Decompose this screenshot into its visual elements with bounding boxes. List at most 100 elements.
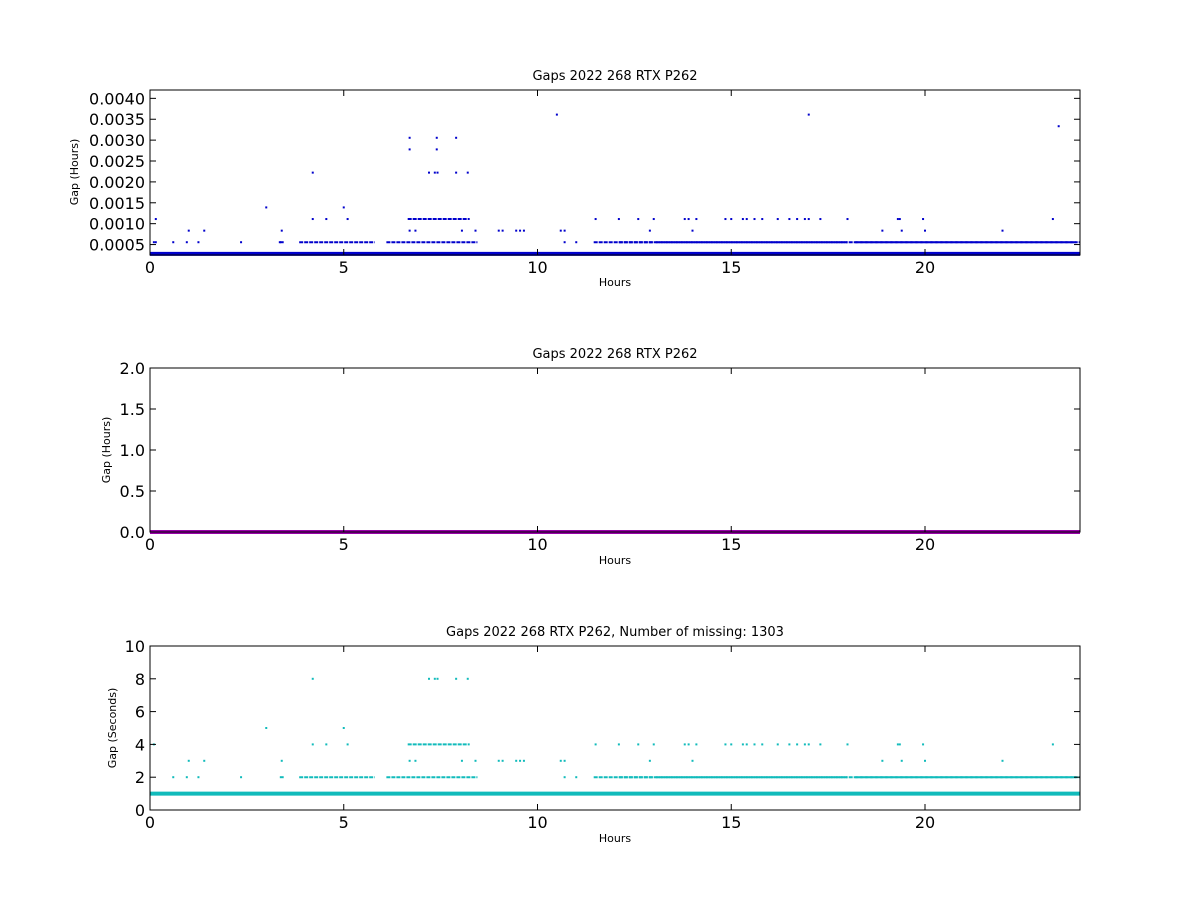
chart-3-point-19 (455, 677, 458, 680)
chart-1-point-62 (819, 218, 822, 221)
chart-3-point-36 (652, 743, 655, 746)
chart-1-point-2 (154, 218, 157, 221)
chart-3-point-25 (515, 759, 518, 762)
chart-1-point-33 (515, 229, 518, 232)
chart-1-point-51 (730, 218, 733, 221)
chart-3-ticks: 0 5 10 15 20 0 2 4 6 8 10 (125, 637, 1080, 832)
chart-1-point-37 (559, 229, 562, 232)
chart-1-point-61 (807, 113, 810, 116)
chart-1-point-52 (741, 218, 744, 221)
chart-1-ytick-label: 0.0015 (89, 194, 145, 213)
chart-1-point-69 (924, 229, 926, 232)
chart-3-frame (149, 645, 1081, 811)
chart-1-point-22 (433, 171, 436, 174)
chart-1-point-36 (555, 113, 558, 116)
chart-1-point-47 (687, 218, 690, 221)
chart-3-marks (150, 677, 1080, 796)
chart-3-point-3 (187, 759, 190, 762)
chart-3-point-1 (172, 776, 175, 779)
chart-1-marks (150, 113, 1080, 256)
chart-3-point-38 (687, 743, 690, 746)
chart-1-point-17 (408, 136, 411, 139)
chart-3-point-17 (433, 677, 436, 680)
chart-1-title: Gaps 2022 268 RTX P262 (532, 69, 697, 84)
chart-3-point-6 (240, 776, 243, 779)
chart-1-point-18 (408, 148, 411, 151)
chart-1-point-50 (724, 218, 727, 221)
chart-2-ylabel: Gap (Hours) (100, 417, 113, 484)
chart-1-point-7 (203, 229, 206, 232)
chart-1-point-59 (803, 218, 806, 221)
chart-1-ytick-label: 0.0030 (89, 131, 145, 150)
chart-1-point-40 (575, 241, 578, 244)
chart-1-point-38 (563, 229, 566, 232)
chart-3-point-51 (807, 743, 810, 746)
chart-3-ytick-label: 10 (125, 637, 145, 656)
chart-1-point-29 (460, 229, 463, 232)
chart-3-point-52 (819, 743, 822, 746)
chart-1-ytick-label: 0.0005 (89, 236, 145, 255)
chart-1-point-24 (435, 136, 438, 139)
chart-3-point-29 (563, 759, 566, 762)
chart-3-point-30 (563, 776, 566, 779)
chart-1: Gaps 2022 268 RTX P262 Hours Gap (Hours)… (68, 69, 1081, 289)
chart-1-point-43 (637, 218, 640, 221)
chart-3-title: Gaps 2022 268 RTX P262, Number of missin… (446, 625, 784, 640)
chart-3-point-35 (648, 759, 651, 762)
chart-3-point-5 (203, 759, 206, 762)
chart-3-point-22 (474, 759, 477, 762)
chart-1-point-68 (922, 218, 925, 221)
chart-3-point-21 (460, 759, 463, 762)
chart-1-point-71 (1051, 218, 1054, 221)
chart-1-xtick-label: 20 (915, 258, 935, 277)
chart-1-ylabel: Gap (Hours) (68, 139, 81, 206)
chart-3-point-14 (408, 759, 411, 762)
chart-1-point-3 (172, 241, 175, 244)
chart-1-point-57 (788, 218, 791, 221)
chart-3-point-54 (881, 759, 884, 762)
chart-1-point-55 (761, 218, 764, 221)
chart-3-point-49 (796, 743, 799, 746)
chart-2-frame (149, 367, 1081, 533)
chart-1-point-54 (753, 218, 756, 221)
chart-1-point-11 (280, 229, 283, 232)
chart-3-point-11 (325, 743, 328, 746)
chart-3-point-34 (637, 743, 640, 746)
chart-3-point-9 (311, 677, 314, 680)
chart-1-xtick-label: 10 (527, 258, 547, 277)
chart-1-point-63 (846, 218, 849, 221)
chart-3-point-26 (519, 759, 522, 762)
chart-3-point-16 (428, 677, 430, 680)
chart-3-point-2 (185, 776, 188, 779)
chart-1-point-26 (455, 136, 458, 139)
chart-1-point-13 (311, 218, 314, 221)
chart-3-point-32 (594, 743, 597, 746)
chart-1-point-15 (342, 206, 345, 209)
chart-3-point-50 (803, 743, 806, 746)
chart-3-xtick-label: 0 (145, 813, 155, 832)
chart-1-point-16 (346, 218, 349, 221)
chart-1-point-23 (436, 171, 439, 174)
chart-3-point-10 (311, 743, 314, 746)
chart-1-point-70 (1001, 229, 1004, 232)
chart-3-point-37 (683, 743, 686, 746)
chart-3-point-44 (745, 743, 748, 746)
chart-3-point-33 (617, 743, 620, 746)
chart-3-point-42 (730, 743, 733, 746)
chart-2-xtick-label: 10 (527, 535, 547, 554)
chart-1-point-34 (519, 229, 522, 232)
chart-1-xtick-label: 15 (721, 258, 741, 277)
chart-1-point-28 (466, 171, 469, 174)
chart-1-point-64 (881, 229, 884, 232)
chart-1-point-27 (455, 171, 458, 174)
chart-1-ytick-label: 0.0025 (89, 152, 145, 171)
chart-2-ytick-label: 0.0 (120, 523, 145, 542)
chart-1-point-12 (311, 171, 314, 174)
chart-1-frame (149, 89, 1081, 256)
chart-3-point-20 (466, 677, 469, 680)
chart-1-point-49 (695, 218, 698, 221)
chart-1-xlabel: Hours (599, 276, 631, 289)
chart-1-ytick-label: 0.0040 (89, 89, 145, 108)
chart-1-point-31 (497, 229, 500, 232)
chart-2-ticks: 0 5 10 15 20 0.0 0.5 1.0 1.5 2.0 (120, 359, 1080, 554)
